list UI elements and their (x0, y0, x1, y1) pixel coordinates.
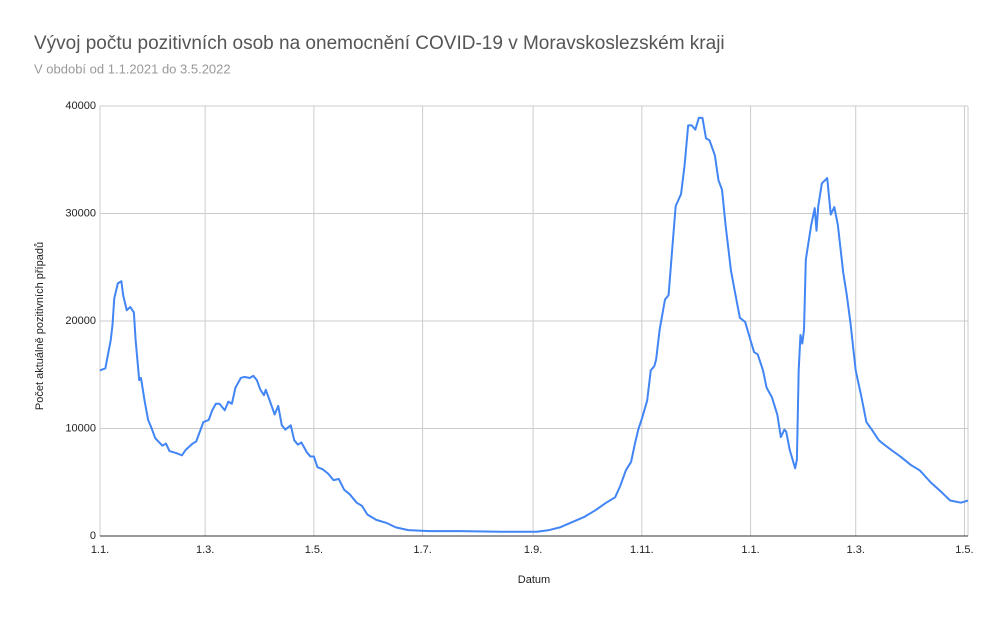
x-tick-label: 1.1. (91, 544, 109, 556)
y-tick-label: 30000 (65, 207, 96, 219)
y-tick-label: 20000 (65, 315, 96, 327)
y-axis-label: Počet aktuálně pozitivních případů (34, 242, 46, 410)
x-tick-label: 1.3. (196, 544, 214, 556)
x-tick-label: 1.1. (741, 544, 759, 556)
chart-subtitle: V období od 1.1.2021 do 3.5.2022 (34, 61, 231, 76)
x-tick-label: 1.5. (305, 544, 323, 556)
x-tick-label: 1.7. (413, 544, 431, 556)
x-axis-label: Datum (518, 574, 550, 586)
x-tick-label: 1.11. (630, 544, 654, 556)
y-tick-label: 40000 (65, 100, 96, 112)
data-line (99, 116, 969, 533)
x-tick-label: 1.5. (955, 544, 973, 556)
x-tick-label: 1.3. (847, 544, 865, 556)
y-tick-label: 10000 (65, 422, 96, 434)
x-tick-label: 1.9. (524, 544, 542, 556)
chart-title: Vývoj počtu pozitivních osob na onemocně… (34, 33, 725, 54)
y-tick-label: 0 (90, 530, 96, 542)
